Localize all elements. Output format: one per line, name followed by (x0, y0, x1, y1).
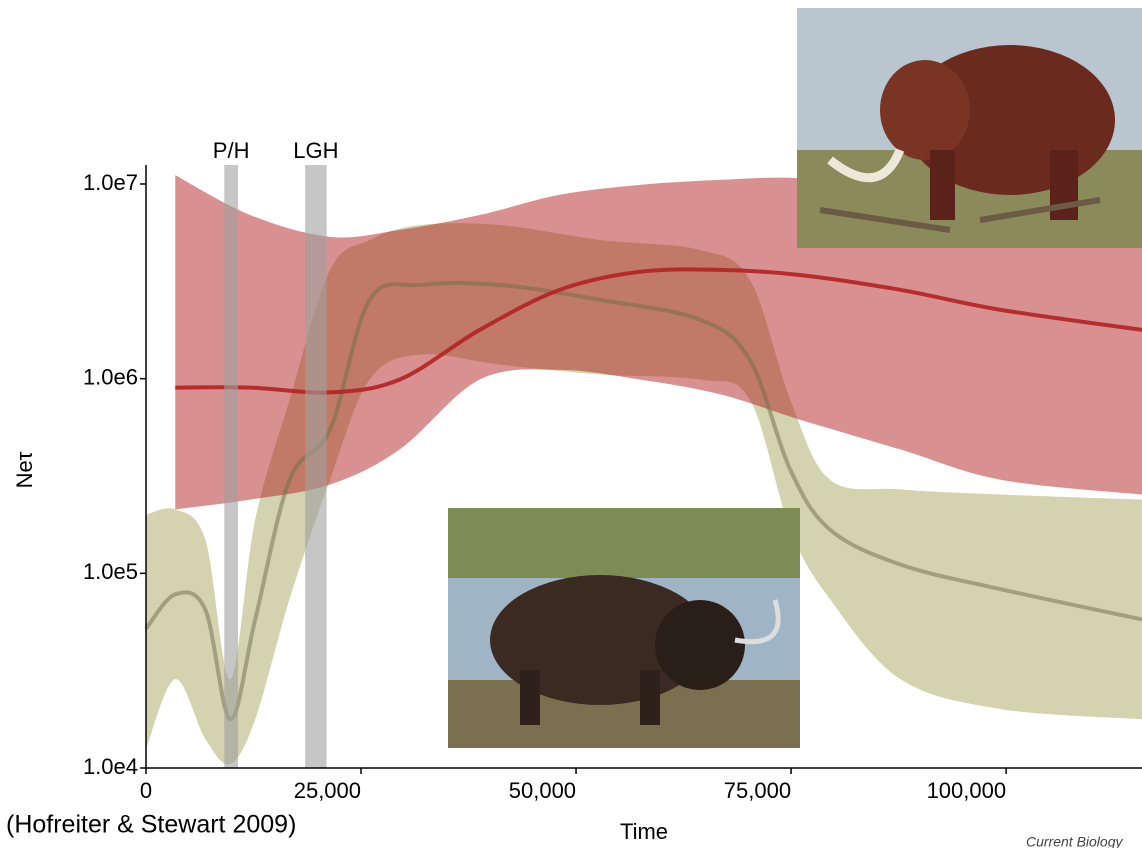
x-tick-label: 25,000 (294, 778, 361, 803)
y-tick-label: 1.0e4 (83, 754, 138, 779)
confidence-band (175, 175, 1142, 510)
source-note: (Hofreiter & Stewart 2009) (6, 811, 296, 839)
x-axis-label: Time (620, 819, 668, 844)
y-tick-label: 1.0e7 (83, 170, 138, 195)
period-label: LGH (293, 138, 338, 163)
x-tick-label: 0 (140, 778, 152, 803)
y-tick-label: 1.0e5 (83, 559, 138, 584)
x-tick-label: 100,000 (927, 778, 1007, 803)
annotations: P/H LGH 1.0e4 1.0e5 1.0e6 1.0e7 0 25,000 50,000 7… (83, 138, 1142, 803)
y-axis-label: Neτ (12, 451, 37, 488)
x-tick-label: 50,000 (509, 778, 576, 803)
mammoth-photo (797, 8, 1142, 248)
y-tick-label: 1.0e6 (83, 364, 138, 389)
bison-photo (448, 508, 800, 748)
period-span (224, 165, 239, 768)
median-line (175, 267, 1142, 395)
x-tick-label: 75,000 (724, 778, 791, 803)
journal-note: Current Biology (1026, 834, 1123, 848)
period-span (305, 165, 327, 768)
period-label: P/H (213, 138, 250, 163)
